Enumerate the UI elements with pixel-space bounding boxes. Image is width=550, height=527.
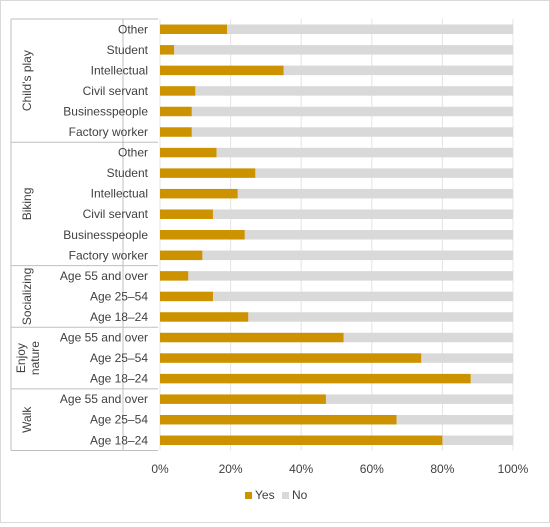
legend-label: Yes [255, 488, 275, 502]
category-label: Factory worker [69, 125, 148, 139]
bar-no [195, 86, 514, 96]
x-tick-label: 60% [360, 462, 384, 476]
category-label: Civil servant [83, 207, 149, 221]
bar-no [191, 127, 513, 137]
category-label: Student [107, 166, 149, 180]
bar-yes [160, 65, 284, 76]
bar-no [325, 394, 513, 404]
bar-no [237, 188, 513, 199]
bar-yes [160, 271, 189, 281]
group-label: Enjoynature [14, 341, 42, 375]
bar-yes [160, 45, 175, 55]
category-label: Businesspeople [63, 104, 148, 118]
bar-no [248, 312, 513, 322]
bar-yes [160, 188, 238, 199]
bar-no [244, 230, 513, 240]
bar-no [255, 168, 513, 178]
category-label: Intellectual [91, 187, 148, 201]
bar-no [396, 414, 513, 425]
bars [160, 24, 514, 446]
legend-swatch [245, 492, 252, 499]
x-tick-label: 40% [289, 462, 313, 476]
bar-no [227, 24, 513, 35]
bar-no [212, 209, 513, 219]
x-tick-label: 100% [498, 462, 529, 476]
legend: Yes No [245, 488, 308, 502]
bar-no [174, 45, 513, 55]
legend-label: No [292, 488, 308, 502]
bar-no [343, 332, 513, 343]
bar-yes [160, 394, 326, 404]
y-axis: Other Student Intellectual Civil servant Bus… [10, 18, 158, 452]
bar-no [442, 435, 513, 446]
bar-no [212, 291, 513, 302]
bar-no [191, 106, 513, 117]
bar-yes [160, 414, 397, 425]
category-label: Intellectual [91, 63, 148, 77]
category-label: Other [118, 146, 148, 160]
bar-yes [160, 168, 256, 178]
bar-no [216, 147, 514, 158]
bar-no [283, 65, 513, 76]
bar-yes [160, 353, 422, 363]
category-label: Age 25–54 [90, 289, 148, 303]
bar-yes [160, 127, 192, 137]
category-label: Other [118, 22, 148, 36]
category-label: Age 25–54 [90, 413, 148, 427]
bar-no [470, 373, 513, 384]
x-tick-label: 80% [430, 462, 454, 476]
group-label: Child's play [20, 50, 34, 111]
bar-yes [160, 230, 245, 240]
bar-yes [160, 291, 213, 302]
bar-yes [160, 209, 213, 219]
category-label: Age 25–54 [90, 351, 148, 365]
bar-yes [160, 24, 228, 35]
category-label: Student [107, 43, 149, 57]
bar-yes [160, 147, 217, 158]
legend-swatch [282, 492, 289, 499]
x-tick-label: 0% [151, 462, 169, 476]
group-label: Biking [20, 188, 34, 221]
bar-yes [160, 86, 196, 96]
x-tick-label: 20% [219, 462, 243, 476]
group-label: Walk [20, 406, 34, 433]
bar-no [188, 271, 514, 281]
category-label: Businesspeople [63, 228, 148, 242]
bar-no [421, 353, 513, 363]
category-label: Age 18–24 [90, 433, 148, 447]
bar-yes [160, 373, 471, 384]
bar-yes [160, 312, 249, 322]
category-label: Age 55 and over [60, 269, 148, 283]
bar-yes [160, 106, 192, 117]
category-label: Age 55 and over [60, 392, 148, 406]
bar-yes [160, 332, 344, 343]
category-label: Age 18–24 [90, 372, 148, 386]
bar-yes [160, 250, 203, 261]
bar-yes [160, 435, 443, 446]
category-label: Age 55 and over [60, 331, 148, 345]
category-label: Civil servant [83, 84, 149, 98]
bar-no [202, 250, 514, 261]
category-label: Age 18–24 [90, 310, 148, 324]
group-label: Socializing [20, 268, 34, 325]
x-axis-ticks: 0% 20% 40% 60% 80% 100% [151, 462, 528, 476]
category-label: Factory worker [69, 248, 148, 262]
